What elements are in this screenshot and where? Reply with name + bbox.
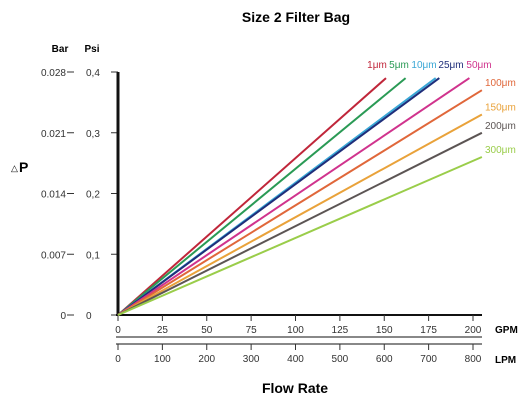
y-right-tick-label: 0,1 xyxy=(86,250,100,261)
series-label: 100μm xyxy=(485,78,516,89)
y-left-tick-group: 0 0.007 0.014 0.021 0.028 xyxy=(41,68,74,322)
lpm-unit: LPM xyxy=(495,355,516,366)
series-label: 1μm xyxy=(367,60,387,71)
series-line xyxy=(117,89,483,316)
series-line xyxy=(117,156,483,316)
y-axis-title: △ P xyxy=(11,159,28,175)
y-left-unit: Bar xyxy=(52,44,69,55)
y-right-tick-label: 0,2 xyxy=(86,190,100,201)
delta-symbol: △ xyxy=(11,163,18,173)
y-axis-label: P xyxy=(19,159,28,175)
y-left-tick-label: 0 xyxy=(60,311,66,322)
y-left-tick-label: 0.028 xyxy=(41,68,66,79)
series-label: 10μm xyxy=(411,60,436,71)
y-right-tick-group: 0 0,1 0,2 0,3 0,4 xyxy=(86,68,118,322)
gpm-tick-label: 200 xyxy=(465,325,482,336)
y-right-unit: Psi xyxy=(84,44,99,55)
gpm-tick-label: 100 xyxy=(287,325,304,336)
series-group xyxy=(117,77,483,316)
y-right-tick-label: 0,3 xyxy=(86,129,100,140)
series-label: 150μm xyxy=(485,103,516,114)
y-right-tick-label: 0,4 xyxy=(86,68,100,79)
gpm-tick-label: 150 xyxy=(376,325,393,336)
lpm-tick-label: 600 xyxy=(376,354,393,365)
gpm-tick-label: 0 xyxy=(115,325,121,336)
gpm-tick-label: 25 xyxy=(157,325,169,336)
lpm-tick-label: 400 xyxy=(287,354,304,365)
series-label: 25μm xyxy=(438,60,463,71)
series-line xyxy=(117,77,470,316)
series-line xyxy=(117,77,440,316)
lpm-tick-group: 0 100 200 300 400 500 600 700 800 xyxy=(115,344,482,365)
gpm-tick-label: 175 xyxy=(420,325,437,336)
lpm-tick-label: 500 xyxy=(332,354,349,365)
series-label: 200μm xyxy=(485,121,516,132)
series-line xyxy=(117,77,407,316)
gpm-tick-label: 50 xyxy=(201,325,213,336)
gpm-unit: GPM xyxy=(495,325,518,336)
x-axis-label: Flow Rate xyxy=(262,380,328,396)
lpm-tick-label: 800 xyxy=(465,354,482,365)
series-line xyxy=(117,131,483,316)
series-label: 5μm xyxy=(389,60,409,71)
y-right-tick-label: 0 xyxy=(86,311,92,322)
series-label: 50μm xyxy=(466,60,491,71)
series-label-group: 1μm 5μm 10μm 25μm 50μm 100μm 150μm 200μm 300μm xyxy=(367,60,516,156)
y-left-tick-label: 0.021 xyxy=(41,129,66,140)
lpm-tick-label: 700 xyxy=(420,354,437,365)
lpm-tick-label: 200 xyxy=(198,354,215,365)
lpm-tick-label: 0 xyxy=(115,354,121,365)
lpm-tick-label: 100 xyxy=(154,354,171,365)
gpm-tick-label: 75 xyxy=(246,325,258,336)
chart-title: Size 2 Filter Bag xyxy=(242,9,350,25)
gpm-tick-label: 125 xyxy=(332,325,349,336)
series-label: 300μm xyxy=(485,145,516,156)
series-line xyxy=(117,113,483,316)
series-line xyxy=(117,77,387,316)
y-left-tick-label: 0.007 xyxy=(41,250,66,261)
lpm-tick-label: 300 xyxy=(243,354,260,365)
y-left-tick-label: 0.014 xyxy=(41,190,66,201)
gpm-tick-group: 0 25 50 75 100 125 150 175 200 xyxy=(115,315,482,336)
